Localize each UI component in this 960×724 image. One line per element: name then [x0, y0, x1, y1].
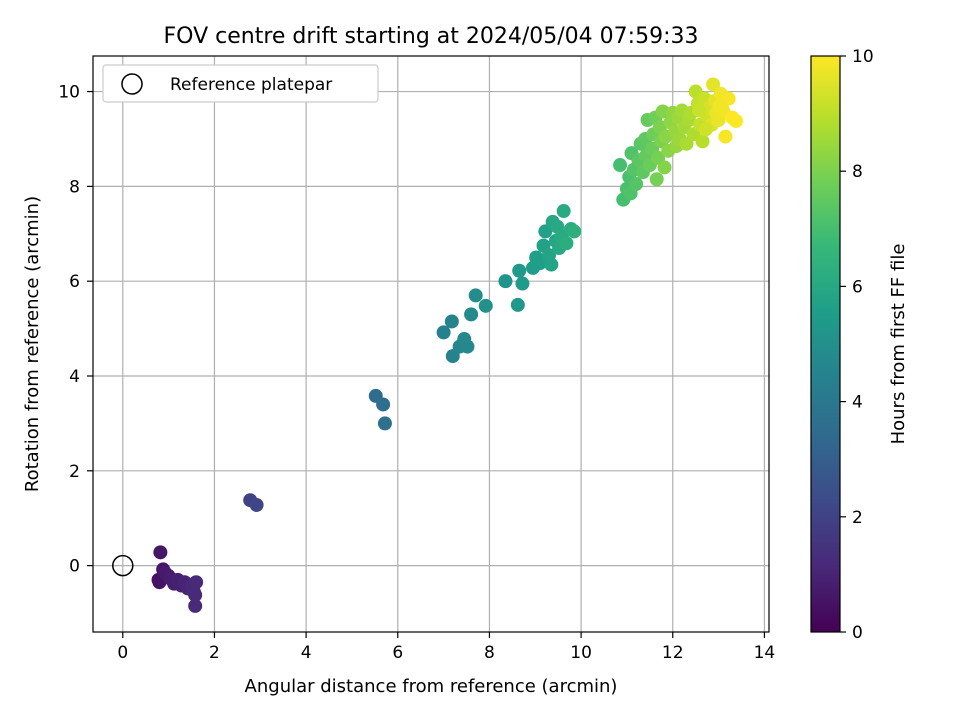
- data-point: [657, 160, 672, 175]
- colorbar-ticks: 0 2 4 6 8 10: [840, 47, 874, 643]
- data-point: [444, 314, 459, 329]
- data-point: [249, 497, 264, 512]
- data-point: [512, 263, 527, 278]
- data-point: [153, 545, 168, 560]
- y-tick-label: 10: [58, 83, 80, 103]
- legend-entry-label: Reference platepar: [170, 75, 332, 95]
- x-tick-label: 4: [301, 643, 312, 663]
- data-point: [510, 297, 525, 312]
- data-point: [559, 236, 574, 251]
- data-point: [436, 325, 451, 340]
- x-tick-label: 0: [117, 643, 128, 663]
- data-points: [151, 77, 744, 613]
- data-point: [695, 134, 710, 149]
- data-point: [544, 257, 559, 272]
- reference-marker-layer: [112, 554, 134, 577]
- y-axis-ticks: 0 2 4 6 8 10: [58, 83, 93, 577]
- plot-frame: [92, 55, 770, 633]
- legend: Reference platepar: [102, 64, 379, 103]
- data-point: [515, 276, 530, 291]
- data-point: [189, 575, 204, 590]
- colorbar-gradient: [810, 55, 841, 633]
- data-point: [567, 224, 582, 239]
- data-point: [188, 598, 203, 613]
- data-point: [629, 177, 644, 191]
- data-point: [729, 113, 744, 128]
- y-tick-label: 6: [69, 272, 80, 292]
- x-tick-label: 2: [209, 643, 220, 663]
- data-point: [468, 288, 483, 303]
- x-tick-label: 8: [484, 643, 495, 663]
- colorbar-tick-label: 2: [852, 508, 863, 528]
- y-axis-label: Rotation from reference (arcmin): [22, 196, 43, 492]
- y-tick-label: 8: [69, 177, 80, 197]
- x-tick-label: 14: [754, 643, 776, 663]
- chart-title: FOV centre drift starting at 2024/05/04 …: [164, 24, 699, 49]
- x-axis-ticks: 0 2 4 6 8 10 12 14: [117, 632, 775, 663]
- data-point: [706, 77, 721, 92]
- colorbar-tick-label: 8: [852, 162, 863, 182]
- data-point: [692, 103, 707, 118]
- data-point: [613, 158, 628, 173]
- colorbar-label: Hours from first FF file: [888, 244, 909, 445]
- data-point: [498, 274, 513, 289]
- legend-marker-icon: [121, 73, 143, 95]
- colorbar-tick-label: 6: [852, 277, 863, 297]
- x-tick-label: 10: [570, 643, 592, 663]
- data-point: [478, 298, 493, 313]
- colorbar-tick-label: 0: [852, 623, 863, 643]
- data-point: [464, 307, 479, 322]
- data-point: [718, 129, 733, 144]
- data-point: [698, 122, 713, 137]
- y-tick-label: 4: [69, 367, 80, 387]
- data-point: [556, 204, 571, 219]
- y-tick-label: 0: [69, 557, 80, 577]
- data-point: [460, 339, 475, 354]
- colorbar-tick-label: 10: [852, 47, 874, 67]
- colorbar: 0 2 4 6 8 10 Hours from first FF file: [810, 47, 909, 643]
- data-point: [532, 256, 547, 271]
- data-point: [376, 397, 391, 412]
- data-point: [712, 98, 727, 113]
- legend-box: [102, 64, 379, 103]
- reference-platepar-marker: [112, 554, 134, 577]
- data-point: [188, 588, 203, 603]
- x-tick-label: 6: [392, 643, 403, 663]
- x-tick-label: 12: [662, 643, 684, 663]
- data-point: [538, 224, 553, 239]
- colorbar-tick-label: 4: [852, 393, 863, 413]
- data-point: [377, 416, 392, 431]
- data-point: [649, 172, 664, 187]
- x-axis-label: Angular distance from reference (arcmin): [245, 676, 618, 697]
- y-tick-label: 2: [69, 462, 80, 482]
- grid-lines: [93, 56, 769, 632]
